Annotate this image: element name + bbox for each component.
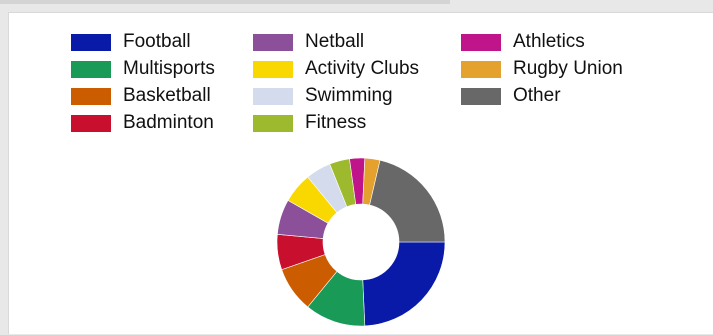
legend-item: Netball <box>253 32 364 52</box>
legend-item: Rugby Union <box>461 59 623 79</box>
legend-label: Activity Clubs <box>305 58 420 79</box>
legend-label: Netball <box>305 31 365 52</box>
legend-swatch <box>253 33 293 51</box>
legend-label: Athletics <box>513 31 585 52</box>
legend-label: Rugby Union <box>513 58 623 79</box>
donut-chart <box>276 157 446 327</box>
legend-item: Fitness <box>253 113 366 133</box>
legend-swatch <box>71 87 111 105</box>
legend-item: Swimming <box>253 86 393 106</box>
legend-swatch <box>461 60 501 78</box>
donut-slice-football[interactable] <box>362 241 446 327</box>
legend-label: Other <box>513 85 561 106</box>
top-strip <box>0 0 450 4</box>
chart-panel: Football Multisports Basketball Badminton Ne… <box>8 12 713 334</box>
legend-label: Football <box>123 31 191 52</box>
legend-label: Multisports <box>123 58 215 79</box>
legend-label: Fitness <box>305 112 367 133</box>
legend-swatch <box>461 33 501 51</box>
legend-swatch <box>253 114 293 132</box>
legend-label: Swimming <box>305 85 393 106</box>
legend-swatch <box>71 60 111 78</box>
donut-slice-other[interactable] <box>369 159 446 243</box>
legend-item: Football <box>71 32 191 52</box>
legend-item: Multisports <box>71 59 215 79</box>
legend-swatch <box>71 33 111 51</box>
legend-item: Athletics <box>461 32 585 52</box>
legend-swatch <box>253 60 293 78</box>
legend-item: Other <box>461 86 561 106</box>
legend-item: Basketball <box>71 86 211 106</box>
legend-swatch <box>71 114 111 132</box>
legend-item: Activity Clubs <box>253 59 419 79</box>
legend-label: Basketball <box>123 85 211 106</box>
legend-swatch <box>253 87 293 105</box>
legend-swatch <box>461 87 501 105</box>
legend-label: Badminton <box>123 112 214 133</box>
legend-item: Badminton <box>71 113 214 133</box>
